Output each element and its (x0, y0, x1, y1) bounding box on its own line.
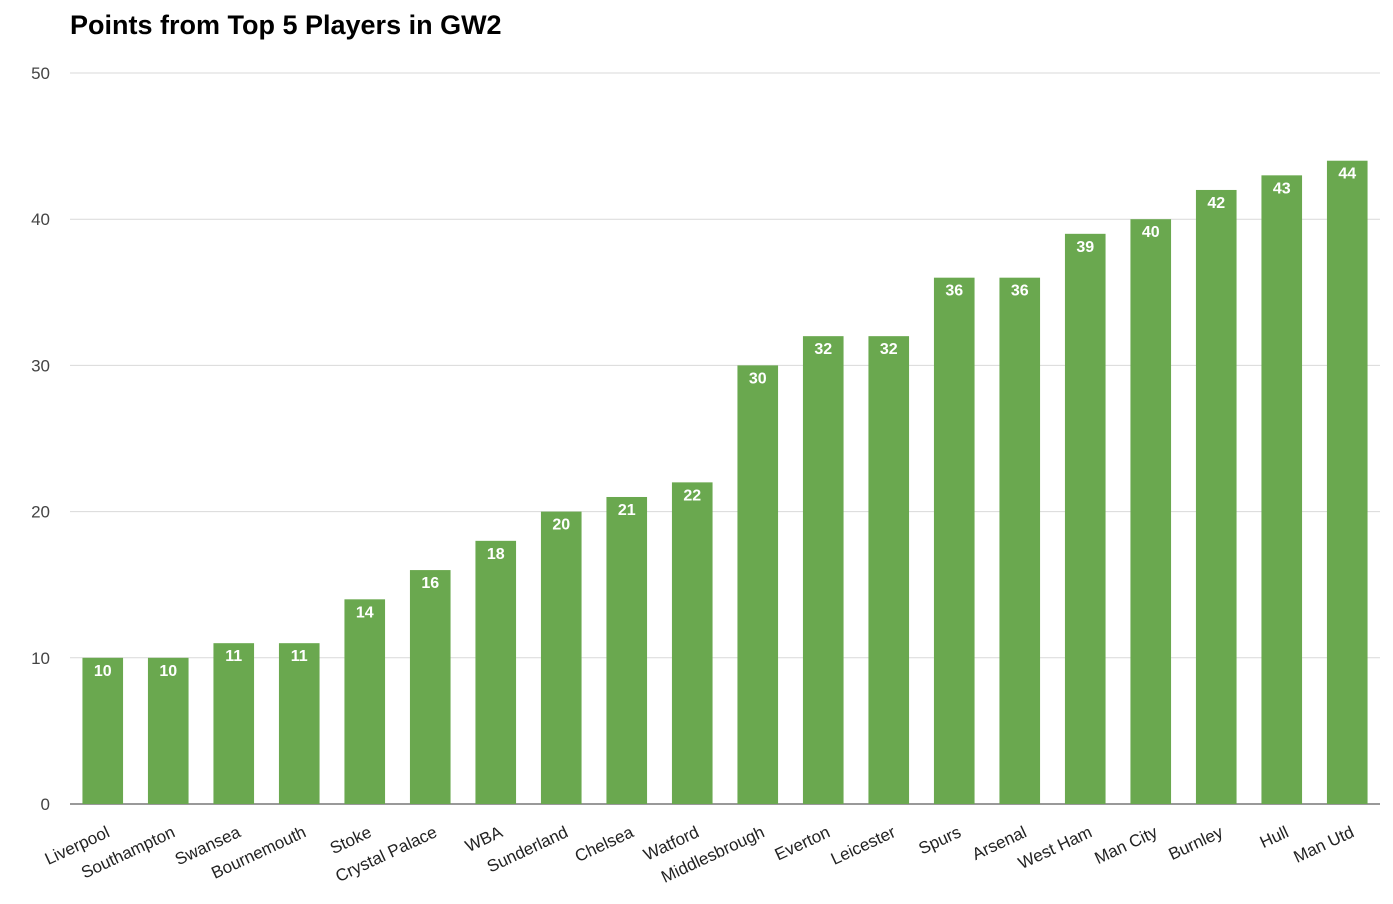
x-category-label: Leicester (828, 822, 899, 869)
gridlines (70, 72, 1380, 805)
x-category-label: Everton (772, 822, 833, 864)
x-category-label: Hull (1257, 822, 1292, 852)
data-label: 32 (880, 341, 898, 358)
data-label: 42 (1207, 195, 1225, 212)
x-category-label: Spurs (916, 822, 964, 858)
bar (999, 277, 1041, 804)
bar (1326, 160, 1368, 805)
chart-title: Points from Top 5 Players in GW2 (70, 10, 502, 40)
x-category-label: Man Utd (1291, 822, 1357, 866)
data-label: 14 (356, 604, 374, 621)
data-label: 18 (487, 546, 505, 563)
data-label: 20 (552, 517, 570, 534)
bar (147, 657, 189, 804)
y-tick-label: 50 (31, 64, 50, 83)
bar (1064, 233, 1106, 804)
bar (82, 657, 124, 804)
bar (606, 496, 648, 804)
data-label: 10 (94, 663, 112, 680)
data-label: 10 (159, 663, 177, 680)
bar (868, 336, 910, 804)
data-label: 40 (1142, 224, 1160, 241)
data-label: 11 (291, 648, 308, 665)
bar (737, 365, 779, 804)
y-tick-label: 0 (41, 795, 50, 814)
bar (1195, 189, 1237, 804)
bar (802, 336, 844, 804)
data-label: 22 (683, 487, 701, 504)
data-label: 36 (945, 283, 963, 300)
y-tick-label: 10 (31, 649, 50, 668)
x-category-label: Chelsea (572, 822, 637, 866)
y-axis-tick-labels: 0 10 20 30 40 50 (31, 64, 50, 814)
data-label: 36 (1011, 283, 1029, 300)
bar (409, 570, 451, 804)
bar (933, 277, 975, 804)
bars (82, 160, 1368, 805)
data-label: 30 (749, 370, 767, 387)
data-labels: 10 10 11 11 14 16 18 20 21 22 30 32 32 36 36 39 40 42 43 44 (94, 166, 1356, 680)
y-tick-label: 20 (31, 503, 50, 522)
bar (344, 599, 386, 804)
x-category-label: Burnley (1166, 822, 1227, 864)
data-label: 32 (814, 341, 832, 358)
bar (1130, 219, 1172, 804)
data-label: 16 (421, 575, 439, 592)
data-label: 11 (225, 648, 242, 665)
x-category-label: West Ham (1015, 822, 1095, 873)
y-tick-label: 30 (31, 356, 50, 375)
bar (213, 643, 255, 804)
bar (475, 540, 517, 804)
data-label: 44 (1338, 166, 1356, 183)
data-label: 43 (1273, 180, 1291, 197)
bar (540, 511, 582, 804)
x-category-label: Man City (1092, 822, 1161, 868)
data-label: 39 (1076, 239, 1094, 256)
bar (278, 643, 320, 804)
data-label: 21 (618, 502, 636, 519)
bar (671, 482, 713, 804)
y-tick-label: 40 (31, 210, 50, 229)
bar (1261, 175, 1303, 805)
